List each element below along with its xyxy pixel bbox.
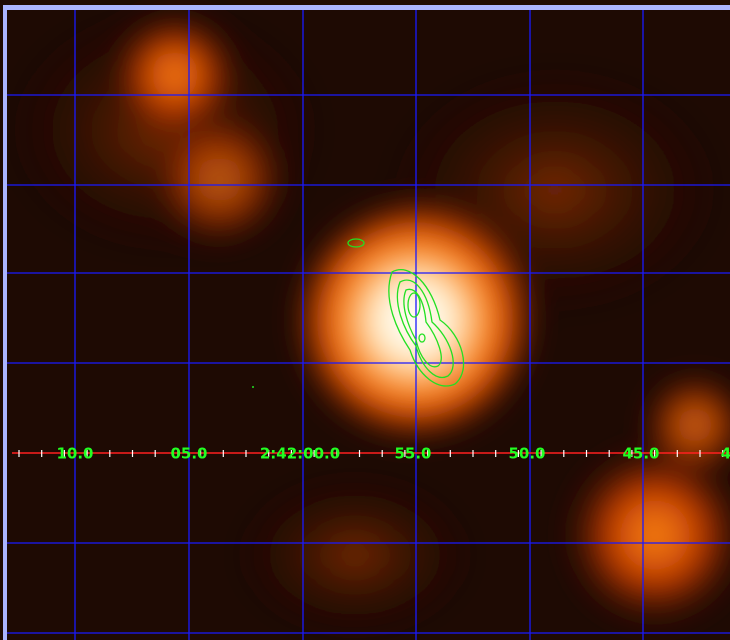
contour: [252, 386, 254, 388]
axis-label: 55.0: [394, 445, 431, 463]
axis-label: 45.0: [622, 445, 659, 463]
frame-top: [3, 5, 730, 10]
frame-left: [3, 8, 7, 640]
axis-label: 2:42:00.0: [260, 445, 340, 463]
ra-axis: 10.0 05.0 2:42:00.0 55.0 50.0 45.0 4: [12, 445, 730, 463]
contour: [403, 288, 442, 368]
contours: [252, 238, 465, 388]
contour: [407, 292, 421, 318]
contour: [347, 238, 365, 248]
axis-label: 05.0: [170, 445, 207, 463]
axis-label: 50.0: [508, 445, 545, 463]
contour: [396, 279, 454, 378]
contour: [418, 333, 426, 343]
contour: [388, 269, 465, 387]
axis-label: 10.0: [56, 445, 93, 463]
grid: [5, 8, 730, 640]
axis-label: 4: [721, 445, 730, 463]
